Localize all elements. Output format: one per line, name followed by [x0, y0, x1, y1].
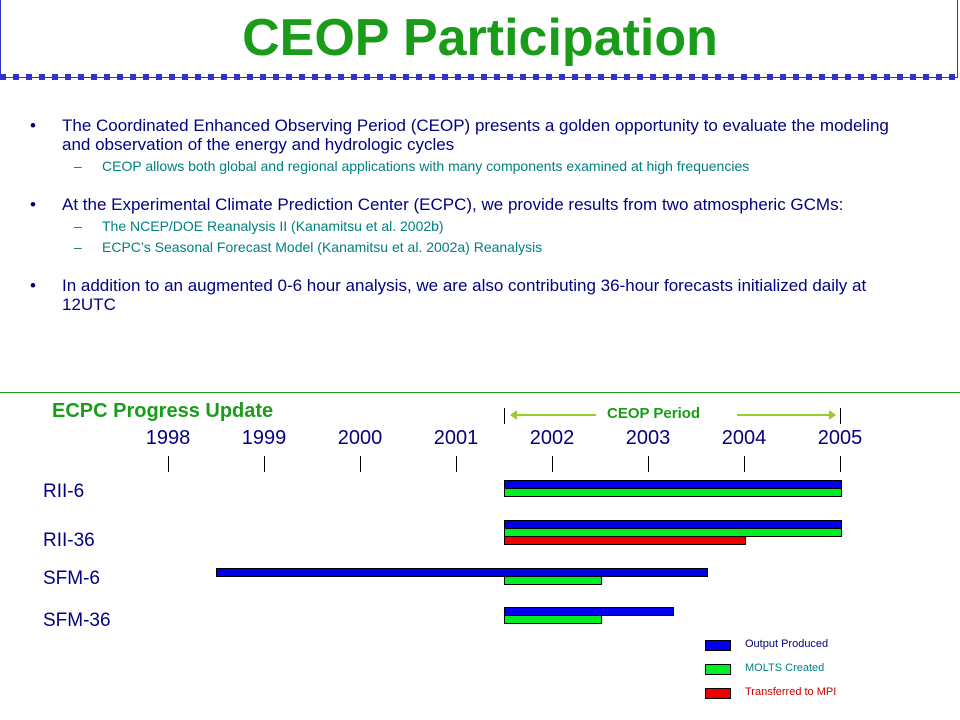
legend-swatch-mpi — [705, 688, 731, 699]
sub-bullet-text: ECPC’s Seasonal Forecast Model (Kanamits… — [102, 239, 543, 255]
legend-swatch-output — [705, 640, 731, 651]
legend-label-molts: MOLTS Created — [745, 662, 825, 674]
sub-bullet-item: – CEOP allows both global and regional ap… — [30, 158, 910, 175]
year-tick-2002 — [552, 456, 553, 472]
year-tick-2000 — [360, 456, 361, 472]
bullet-dot: • — [30, 276, 36, 295]
bullet-item: • At the Experimental Climate Prediction … — [30, 195, 910, 214]
year-tick-2003 — [648, 456, 649, 472]
year-label-2001: 2001 — [433, 427, 479, 449]
dash-marker: – — [74, 239, 82, 255]
year-label-2003: 2003 — [625, 427, 671, 449]
bar-sfm-6-output — [216, 568, 708, 577]
bar-rii-36-mpi — [504, 536, 746, 545]
bullet-text: At the Experimental Climate Prediction C… — [62, 195, 844, 214]
dash-marker: – — [74, 158, 82, 174]
bullet-text: In addition to an augmented 0-6 hour ana… — [62, 276, 867, 314]
bullet-item: • The Coordinated Enhanced Observing Peri… — [30, 116, 910, 154]
sub-bullet-text: The NCEP/DOE Reanalysis II (Kanamitsu et… — [102, 218, 444, 234]
page-title: CEOP Participation — [242, 9, 718, 67]
year-tick-2005 — [840, 456, 841, 472]
ceop-period-label: CEOP Period — [607, 405, 701, 422]
year-tick-1999 — [264, 456, 265, 472]
period-end-tick — [840, 408, 841, 424]
bullet-dot: • — [30, 116, 36, 135]
year-tick-1998 — [168, 456, 169, 472]
period-arrow-right — [737, 410, 836, 420]
sub-bullet-text: CEOP allows both global and regional app… — [102, 158, 750, 174]
row-label-sfm-36: SFM-36 — [43, 610, 111, 631]
legend-label-mpi: Transferred to MPI — [745, 686, 837, 698]
title-dashed-divider — [0, 74, 960, 80]
period-start-tick — [504, 408, 505, 424]
year-tick-2001 — [456, 456, 457, 472]
year-label-1999: 1999 — [241, 427, 287, 449]
year-label-2002: 2002 — [529, 427, 575, 449]
bullet-list: • The Coordinated Enhanced Observing Peri… — [30, 116, 910, 314]
sub-bullet-item: – The NCEP/DOE Reanalysis II (Kanamitsu e… — [30, 218, 910, 235]
sub-bullet-item: – ECPC’s Seasonal Forecast Model (Kanamit… — [30, 239, 910, 256]
row-label-rii-36: RII-36 — [43, 530, 95, 551]
section-divider — [0, 392, 960, 393]
period-arrow-left — [510, 410, 596, 420]
year-label-2005: 2005 — [817, 427, 863, 449]
year-label-2000: 2000 — [337, 427, 383, 449]
year-tick-2004 — [744, 456, 745, 472]
row-label-sfm-6: SFM-6 — [43, 568, 100, 589]
bar-sfm-6-molts — [504, 576, 602, 585]
year-label-2004: 2004 — [721, 427, 767, 449]
legend-label-output: Output Produced — [745, 638, 829, 650]
legend-swatch-molts — [705, 664, 731, 675]
row-label-rii-6: RII-6 — [43, 481, 85, 502]
bullet-text: The Coordinated Enhanced Observing Perio… — [62, 116, 889, 154]
bullet-item: • In addition to an augmented 0-6 hour an… — [30, 276, 910, 314]
bar-rii-6-molts — [504, 488, 842, 497]
bar-sfm-36-molts — [504, 615, 602, 624]
bullet-dot: • — [30, 195, 36, 214]
dash-marker: – — [74, 218, 82, 234]
progress-title: ECPC Progress Update — [52, 400, 274, 422]
year-label-1998: 1998 — [145, 427, 191, 449]
